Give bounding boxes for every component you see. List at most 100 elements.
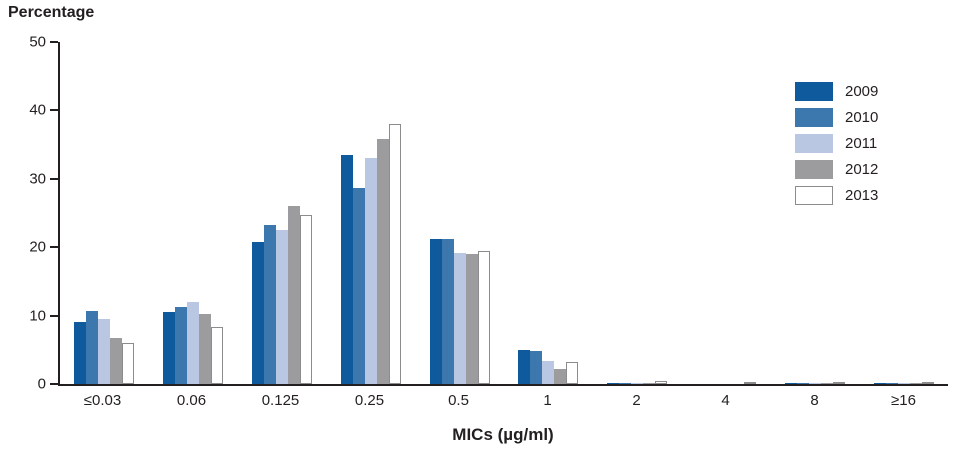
bar-group — [238, 42, 327, 384]
y-tick-mark — [50, 246, 58, 249]
x-tick-label: 1 — [543, 392, 552, 409]
legend-item-2012: 2012 — [795, 160, 878, 179]
legend-item-2010: 2010 — [795, 108, 878, 127]
x-axis-tick-labels: ≤0.03 0.06 0.125 0.25 0.5 1 2 4 8 ≥16 — [58, 392, 948, 409]
x-tick-label: 0.125 — [261, 392, 300, 409]
x-tick-label: ≥16 — [891, 392, 916, 409]
y-tick-label: 40 — [29, 101, 46, 119]
bar-group — [149, 42, 238, 384]
bar-2009 — [607, 382, 620, 384]
bar-2012 — [643, 382, 656, 384]
legend-label: 2011 — [845, 135, 878, 152]
x-tick-label: 0.06 — [176, 392, 207, 409]
bar-2012 — [820, 383, 833, 384]
bar-2010 — [352, 187, 365, 384]
bar-2010 — [263, 225, 276, 384]
y-tick-mark — [50, 109, 58, 112]
bar-2012 — [110, 338, 123, 384]
bar-2009 — [163, 312, 176, 384]
legend-swatch-2012 — [795, 160, 833, 179]
bar-2013 — [566, 362, 579, 384]
y-tick-mark — [50, 177, 58, 180]
bar-group — [770, 42, 859, 384]
y-axis-title: Percentage — [8, 4, 95, 21]
bar-2010 — [796, 382, 809, 384]
bar-group — [682, 42, 771, 384]
bar-2011 — [631, 382, 644, 384]
bar-2013 — [122, 342, 135, 384]
x-tick-label: 0.25 — [354, 392, 385, 409]
bar-2011 — [364, 158, 377, 384]
x-tick-label: 8 — [810, 392, 819, 409]
bar-2013 — [832, 382, 845, 384]
bar-2013 — [211, 327, 224, 384]
bar-group — [326, 42, 415, 384]
bar-groups — [60, 42, 948, 384]
bar-2013 — [388, 124, 401, 384]
legend-swatch-2010 — [795, 108, 833, 127]
bar-2009 — [873, 382, 886, 384]
legend-swatch-2011 — [795, 134, 833, 153]
bar-2012 — [465, 254, 478, 384]
bar-2013 — [477, 250, 490, 384]
bar-group — [415, 42, 504, 384]
bar-2011 — [453, 252, 466, 384]
legend-label: 2012 — [845, 161, 879, 178]
bar-2012 — [376, 139, 389, 384]
x-tick-label: 2 — [632, 392, 641, 409]
x-tick-label: 0.5 — [448, 392, 469, 409]
bar-2013 — [743, 382, 756, 384]
x-tick-label: 4 — [721, 392, 730, 409]
legend-label: 2010 — [845, 109, 879, 126]
bar-2011 — [275, 230, 288, 384]
bar-2009 — [340, 154, 353, 384]
y-tick-mark — [50, 314, 58, 317]
legend-item-2013: 2013 — [795, 186, 878, 205]
x-tick-label: ≤0.03 — [83, 392, 122, 409]
bar-2009 — [251, 241, 264, 384]
bar-2011 — [187, 301, 200, 384]
bar-2010 — [530, 351, 543, 384]
bar-2013 — [655, 381, 668, 384]
legend-item-2009: 2009 — [795, 82, 878, 101]
bar-group — [593, 42, 682, 384]
legend-item-2011: 2011 — [795, 134, 878, 153]
y-tick-label: 0 — [37, 375, 46, 393]
bar-group — [60, 42, 149, 384]
x-axis-title: MICs (µg/ml) — [452, 425, 554, 444]
bar-2010 — [619, 382, 632, 384]
legend-swatch-2009 — [795, 82, 833, 101]
bar-2013 — [299, 215, 312, 384]
bar-2012 — [554, 368, 567, 384]
legend: 2009 2010 2011 2012 2013 — [795, 82, 878, 205]
bar-2009 — [429, 239, 442, 384]
legend-label: 2013 — [845, 187, 879, 204]
y-tick-label: 10 — [29, 307, 46, 325]
bar-2013 — [921, 382, 934, 384]
bar-2010 — [175, 307, 188, 384]
bar-group — [504, 42, 593, 384]
y-tick-label: 20 — [29, 238, 46, 256]
bar-group — [859, 42, 948, 384]
bar-2011 — [897, 383, 910, 384]
bar-2009 — [518, 349, 531, 384]
bar-2011 — [542, 361, 555, 384]
bar-2009 — [74, 322, 87, 384]
legend-swatch-2013 — [795, 186, 833, 205]
bar-2012 — [199, 313, 212, 384]
bar-2009 — [784, 382, 797, 384]
bar-2010 — [885, 382, 898, 384]
y-tick-label: 30 — [29, 170, 46, 188]
bar-2010 — [441, 239, 454, 384]
bar-2012 — [287, 206, 300, 384]
y-tick-mark — [50, 41, 58, 43]
y-tick-label: 50 — [29, 33, 46, 51]
legend-label: 2009 — [845, 83, 879, 100]
bar-2011 — [808, 383, 821, 384]
bar-2012 — [909, 383, 922, 384]
y-tick-mark — [50, 383, 58, 385]
bar-2011 — [98, 319, 111, 384]
bar-2010 — [86, 310, 99, 384]
plot-area: 0 10 20 30 40 50 — [29, 35, 948, 392]
